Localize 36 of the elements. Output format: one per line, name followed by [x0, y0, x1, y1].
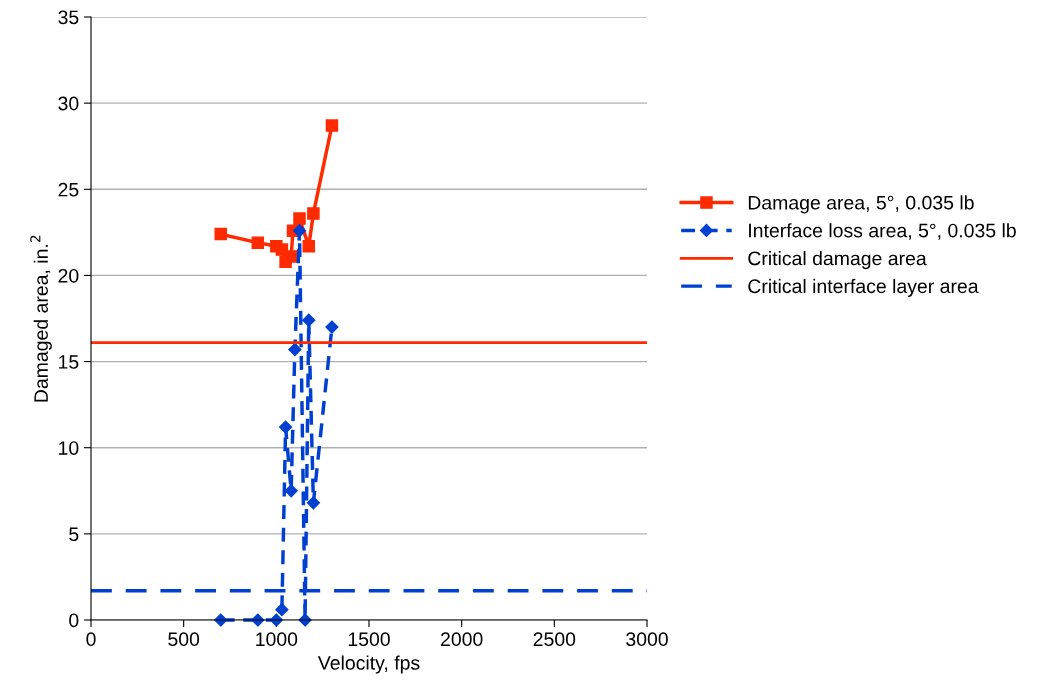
y-tick-label: 30	[58, 96, 79, 111]
x-tick-label: 1000	[256, 632, 298, 647]
point	[214, 227, 227, 241]
point	[307, 207, 320, 220]
point	[325, 119, 339, 132]
x-tick-label: 500	[168, 632, 200, 647]
point	[306, 496, 320, 510]
y-tick-label: 5	[69, 527, 79, 542]
legend-label: Damage area, 5°, 0.035 lb	[748, 195, 974, 214]
x-tick-label: 3000	[626, 632, 668, 647]
y-axis-title: Damaged area, in.$^{2}$	[30, 235, 52, 402]
legend-label: Interface loss area, 5°, 0.035 lb	[749, 223, 1016, 240]
point	[302, 313, 316, 327]
y-tick-label: 20	[58, 268, 79, 283]
y-tick-label: 25	[58, 182, 79, 197]
point	[284, 484, 298, 498]
point	[284, 250, 298, 263]
point	[288, 342, 302, 357]
x-tick-label: 0	[86, 632, 96, 647]
point	[251, 236, 265, 249]
x-axis-title: Velocity, fps	[317, 655, 420, 674]
point	[325, 320, 339, 334]
y-tick-label: 35	[58, 10, 79, 25]
y-tick-label: 0	[69, 613, 79, 628]
legend-label: Critical damage area	[748, 251, 927, 270]
x-tick-label: 2000	[441, 632, 483, 647]
point	[293, 212, 306, 225]
point	[302, 239, 316, 253]
legend-label: Critical interface layer area	[748, 278, 979, 297]
x-tick-label: 2500	[533, 632, 576, 647]
y-tick-label: 10	[59, 441, 79, 455]
point	[275, 603, 289, 617]
point	[279, 420, 293, 434]
x-tick-label: 1500	[348, 632, 390, 647]
y-tick-label: 15	[59, 355, 79, 369]
point	[292, 224, 307, 238]
